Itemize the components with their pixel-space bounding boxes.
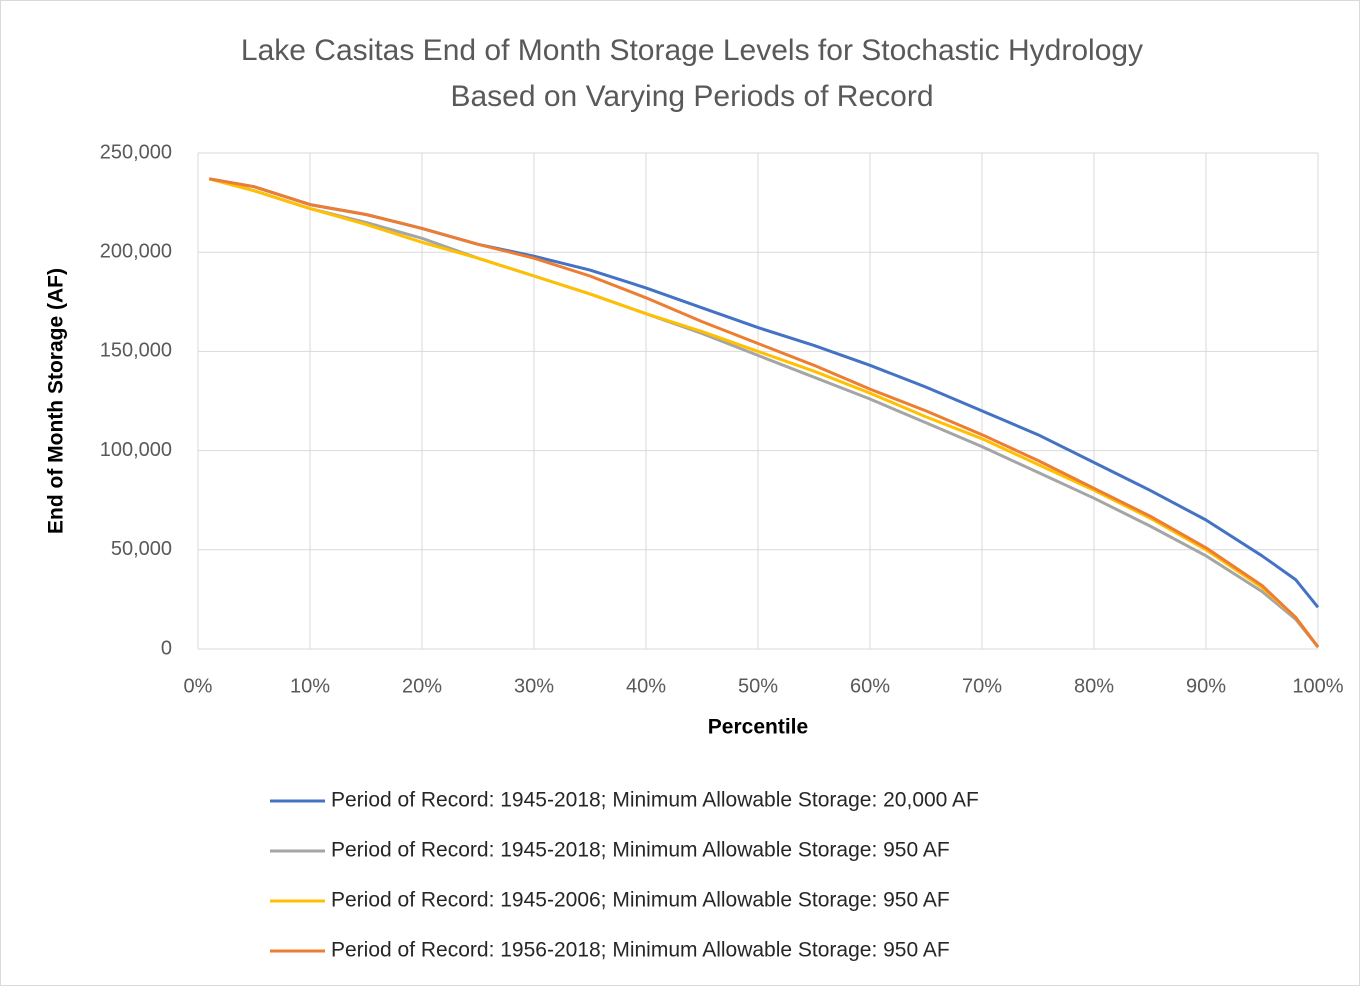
- series-line: [208, 177, 1320, 648]
- x-axis-title: Percentile: [708, 716, 808, 739]
- x-tick-label: 50%: [738, 675, 778, 697]
- y-tick-label: 150,000: [100, 340, 172, 362]
- series-line: [208, 177, 1320, 648]
- y-tick-label: 200,000: [100, 240, 172, 262]
- legend-label: Period of Record: 1945-2006; Minimum All…: [331, 889, 950, 912]
- chart-title: Lake Casitas End of Month Storage Levels…: [241, 34, 1143, 67]
- y-tick-label: 0: [161, 637, 172, 659]
- chart-title: Based on Varying Periods of Record: [450, 80, 933, 113]
- y-tick-label: 50,000: [111, 538, 172, 560]
- legend-label: Period of Record: 1956-2018; Minimum All…: [331, 939, 950, 962]
- x-tick-label: 20%: [402, 675, 442, 697]
- y-tick-label: 100,000: [100, 439, 172, 461]
- x-tick-label: 0%: [184, 675, 213, 697]
- x-tick-label: 40%: [626, 675, 666, 697]
- legend-label: Period of Record: 1945-2018; Minimum All…: [331, 839, 950, 862]
- x-tick-label: 100%: [1292, 675, 1343, 697]
- x-tick-label: 70%: [962, 675, 1002, 697]
- legend-label: Period of Record: 1945-2018; Minimum All…: [331, 789, 979, 812]
- x-tick-label: 80%: [1074, 675, 1114, 697]
- x-tick-label: 90%: [1186, 675, 1226, 697]
- y-tick-label: 250,000: [100, 141, 172, 163]
- x-tick-label: 30%: [514, 675, 554, 697]
- y-axis-title: End of Month Storage (AF): [45, 268, 68, 534]
- x-tick-label: 10%: [290, 675, 330, 697]
- series-line: [208, 177, 1320, 648]
- x-tick-label: 60%: [850, 675, 890, 697]
